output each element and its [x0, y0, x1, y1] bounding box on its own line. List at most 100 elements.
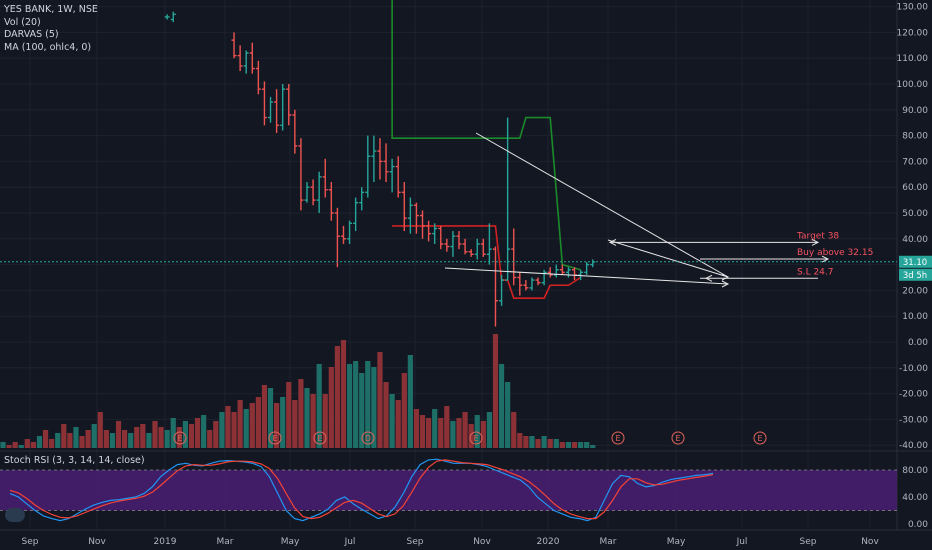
arrowhead: [811, 238, 820, 246]
price-tick-label: 10.00: [902, 312, 928, 322]
candle: [359, 187, 365, 211]
candle: [268, 96, 274, 123]
time-tick-label: May: [281, 537, 300, 547]
volume-bar: [359, 373, 365, 448]
volume-bar: [407, 355, 413, 448]
candle: [170, 11, 176, 23]
time-tick-label: Sep: [22, 537, 39, 547]
candle: [517, 272, 523, 296]
tradingview-logo-icon[interactable]: [5, 508, 25, 522]
volume-bar: [346, 364, 353, 448]
volume-bar: [292, 400, 298, 448]
volume-bar: [6, 445, 12, 448]
volume-bar: [480, 421, 486, 448]
time-tick-label: Mar: [217, 537, 234, 547]
volume-bar: [523, 436, 529, 448]
time-tick-label: Sep: [407, 537, 424, 547]
volume-bar: [529, 436, 535, 448]
time-tick-label: Jul: [736, 537, 748, 547]
candle: [164, 14, 170, 20]
trendline-upper: [475, 132, 729, 278]
earnings-marker-label: E: [615, 434, 620, 443]
candle: [480, 238, 486, 257]
candle: [420, 210, 426, 239]
stoch-rsi-legend[interactable]: Stoch RSI (3, 3, 14, 14, close): [4, 455, 145, 466]
volume-bar: [213, 421, 219, 448]
last-price-label: 31.10: [903, 258, 927, 268]
volume-bar: [571, 442, 578, 448]
volume-bar: [79, 436, 85, 448]
darvas-top-line: [391, 0, 581, 271]
time-tick-label: May: [667, 537, 686, 547]
candle: [304, 182, 310, 203]
volume-bar: [517, 433, 523, 448]
volume-bar: [462, 412, 468, 448]
indicator-ma[interactable]: MA (100, ohlc4, 0): [4, 41, 92, 53]
candle: [389, 158, 395, 193]
stoch-tick-label: 40.00: [902, 493, 928, 503]
countdown-badge: [899, 268, 932, 281]
candle: [505, 117, 511, 281]
volume-bar: [334, 346, 340, 448]
stoch-d-line: [9, 459, 714, 520]
time-tick-label: Nov: [861, 537, 879, 547]
volume-bar: [426, 418, 432, 448]
price-tick-label: 130.00: [897, 3, 929, 13]
volume-bar: [237, 400, 243, 448]
stoch-k-line: [9, 458, 714, 522]
volume-bar: [67, 433, 73, 448]
candle: [274, 89, 280, 134]
candle: [395, 156, 401, 198]
time-tick-label: Nov: [88, 537, 106, 547]
earnings-marker-circle: [753, 431, 767, 445]
candle: [590, 259, 596, 268]
candle: [468, 249, 474, 257]
volume-bar: [511, 412, 517, 448]
earnings-marker-label: E: [272, 434, 277, 443]
price-tick-label: 50.00: [902, 209, 928, 219]
earnings-marker: E: [469, 431, 483, 445]
volume-bar: [140, 424, 146, 448]
annotation-label: Target 38: [796, 231, 839, 241]
candle: [340, 225, 346, 244]
volume-bar: [36, 436, 43, 448]
volume-bar: [310, 394, 316, 448]
volume-bar: [42, 430, 49, 448]
volume-bar: [559, 442, 565, 448]
volume-bar: [85, 430, 91, 448]
volume-bar: [219, 412, 225, 448]
candle: [523, 280, 529, 291]
volume-bar: [158, 427, 164, 448]
candle: [444, 238, 450, 252]
candle: [432, 223, 438, 244]
volume-bar: [322, 394, 328, 448]
price-tick-label: -20.00: [899, 390, 928, 400]
volume-bar: [432, 409, 438, 448]
earnings-marker: E: [671, 431, 685, 445]
price-tick-label: -10.00: [899, 364, 928, 374]
volume-bar: [122, 430, 128, 448]
volume-bar: [170, 418, 176, 448]
earnings-marker-label: D: [365, 434, 371, 443]
volume-bar: [280, 397, 286, 448]
time-tick-label: Sep: [800, 537, 817, 547]
candle: [578, 269, 584, 281]
candle: [492, 246, 498, 327]
indicator-volume[interactable]: Vol (20): [4, 16, 41, 28]
symbol-title[interactable]: YES BANK, 1W, NSE: [4, 4, 98, 15]
candle: [310, 179, 316, 206]
candle: [541, 269, 547, 286]
volume-bar: [450, 421, 456, 448]
indicator-darvas[interactable]: DARVAS (5): [4, 29, 59, 40]
candle: [413, 202, 419, 234]
candle: [249, 42, 255, 74]
candle: [535, 277, 541, 286]
volume-bar: [267, 388, 274, 448]
volume-bar: [55, 433, 61, 448]
price-tick-label: 60.00: [902, 183, 928, 193]
earnings-marker-label: E: [177, 434, 182, 443]
arrowhead: [721, 273, 730, 281]
time-tick-label: Nov: [473, 537, 491, 547]
price-tick-label: 80.00: [902, 132, 928, 142]
